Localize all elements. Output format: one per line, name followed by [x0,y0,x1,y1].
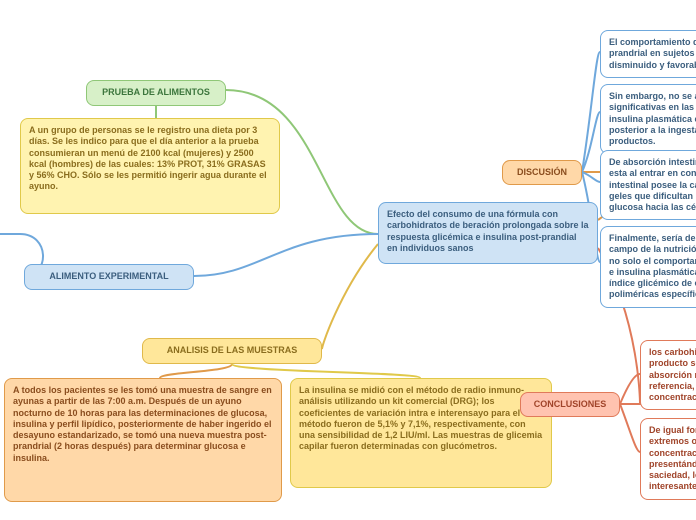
discusion-2: Sin embargo, no se apreciaron diferencia… [600,84,696,154]
discusion-label: DISCUSIÓN [502,160,582,185]
alimento-label: ALIMENTO EXPERIMENTAL [24,264,194,290]
conclusion-1: los carbohidratos que componen el produc… [640,340,696,410]
prueba-label: PRUEBA DE ALIMENTOS [86,80,226,106]
prueba-body: A un grupo de personas se le registro un… [20,118,280,214]
root-node: Efecto del consumo de una fórmula con ca… [378,202,598,264]
conclusion-2: De igual forma no se observaron picos ex… [640,418,696,500]
discusion-3: De absorción intestinal de glucosa; pues… [600,150,696,220]
discusion-1: El comportamiento de la glicemia post-pr… [600,30,696,78]
analisis-label: ANALISIS DE LAS MUESTRAS [142,338,322,364]
conclusiones-label: CONCLUSIONES [520,392,620,417]
discusion-4: Finalmente, sería de gran utilidad para … [600,226,696,308]
analisis-body-1: A todos los pacientes se les tomó una mu… [4,378,282,502]
analisis-body-2: La insulina se midió con el método de ra… [290,378,552,488]
